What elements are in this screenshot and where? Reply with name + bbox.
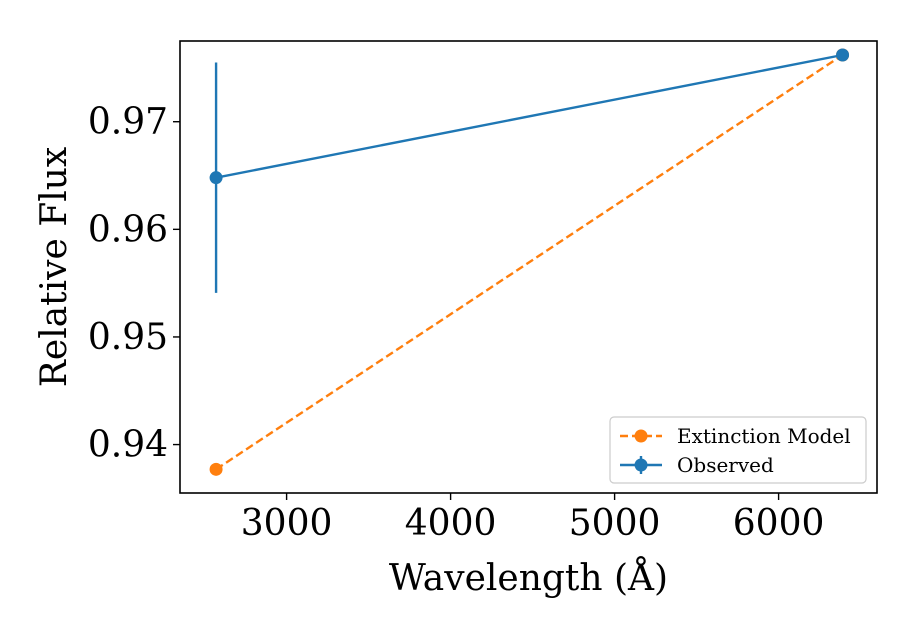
series-line-observed (215, 53, 843, 179)
series-line-extinction-model (215, 53, 844, 471)
plot-frame (179, 40, 878, 494)
y-tick-label: 0.97 (88, 102, 168, 143)
legend-box (609, 416, 867, 484)
data-point-extinction-model (209, 462, 223, 476)
series-layer (209, 48, 850, 476)
x-axis-label: Wavelength (Å) (389, 557, 668, 599)
legend-label-extinction-model: Extinction Model (677, 424, 851, 448)
series-observed (209, 48, 850, 293)
x-tick-label: 3000 (241, 503, 333, 544)
legend-entry-extinction-model: Extinction Model (620, 424, 851, 448)
legend: Extinction Model Observed (609, 416, 867, 484)
x-tick-label: 5000 (569, 503, 661, 544)
legend-label-observed: Observed (677, 453, 774, 477)
y-tick-label: 0.96 (88, 209, 168, 250)
legend-marker-extinction-model (634, 429, 648, 443)
legend-marker-observed (634, 458, 648, 472)
y-tick-label: 0.94 (88, 425, 168, 466)
legend-entry-observed: Observed (620, 453, 774, 477)
y-axis-label: Relative Flux (34, 147, 75, 387)
ticks-layer: 3000 4000 5000 6000 0.94 0.95 0.96 0.97 (88, 102, 825, 544)
y-tick-label: 0.95 (88, 317, 168, 358)
x-tick-label: 6000 (733, 503, 825, 544)
data-point-observed (836, 48, 850, 62)
data-point-observed (209, 171, 223, 185)
x-tick-label: 4000 (405, 503, 497, 544)
series-extinction-model (209, 48, 850, 476)
